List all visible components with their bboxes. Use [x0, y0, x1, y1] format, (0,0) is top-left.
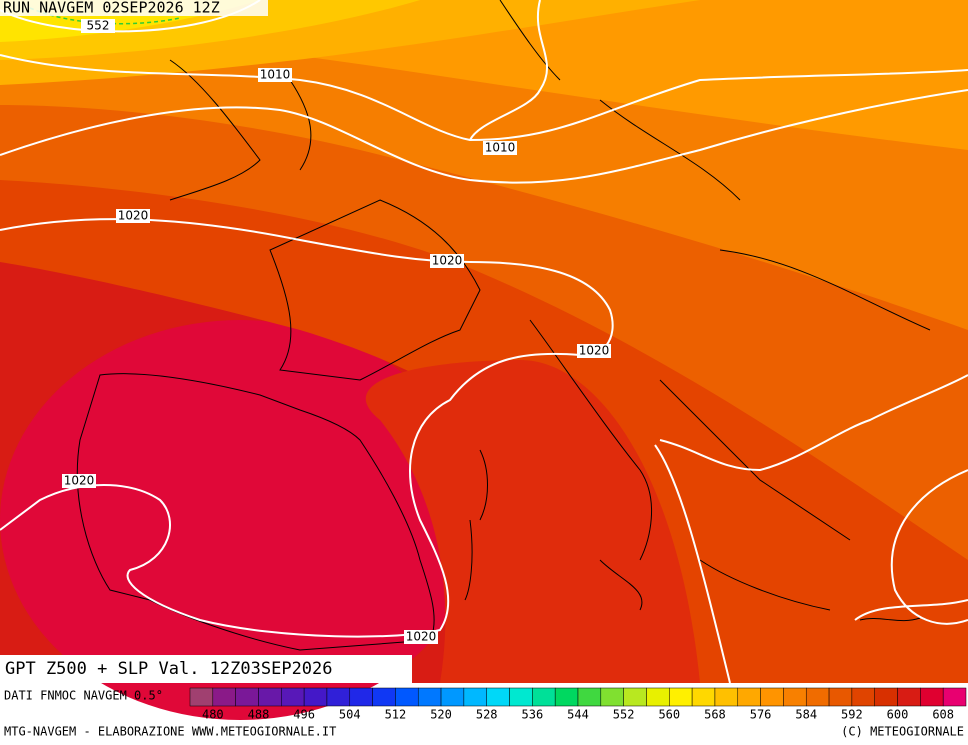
colorbar-label: 608 — [932, 708, 954, 722]
colorbar-swatch — [737, 687, 761, 707]
colorbar-swatch — [920, 687, 944, 707]
colorbar-swatch — [805, 687, 830, 707]
colorbar-label: 592 — [841, 708, 863, 722]
colorbar-swatch — [326, 687, 351, 707]
colorbar-swatch — [760, 687, 784, 707]
colorbar-swatch — [395, 687, 419, 707]
colorbar-swatch — [532, 687, 556, 707]
contour-label: 1020 — [432, 254, 463, 268]
colorbar-label: 480 — [202, 708, 224, 722]
field-band — [365, 360, 700, 683]
colorbar-swatch — [897, 687, 921, 707]
contour-label: 1010 — [485, 141, 516, 155]
colorbar-swatch — [417, 687, 442, 707]
map: 552 1010 1010 1020 1020 1020 1020 1020 RUN NAVG… — [0, 0, 968, 720]
colorbar-swatch — [303, 687, 328, 707]
colorbar-swatch — [235, 687, 259, 707]
colorbar-swatch — [463, 687, 487, 707]
contour-label: 552 — [87, 19, 110, 33]
colorbar-label: 520 — [430, 708, 452, 722]
colorbar-swatch — [281, 687, 305, 707]
colorbar-swatch — [600, 687, 624, 707]
colorbar-swatch — [189, 687, 214, 707]
contour-label: 1020 — [118, 209, 149, 223]
colorbar-label: 576 — [750, 708, 772, 722]
source: DATI FNMOC NAVGEM 0.5° — [4, 689, 163, 703]
isobars — [0, 0, 968, 684]
contour-label-bg — [62, 474, 96, 488]
title: GPT Z500 + SLP Val. 12Z03SEP2026 — [5, 659, 333, 679]
colorbar-swatch — [669, 687, 693, 707]
contour-label-bg — [258, 68, 292, 82]
colorbar-label: 536 — [522, 708, 544, 722]
colorbar-label: 504 — [339, 708, 361, 722]
colorbar-label: 488 — [248, 708, 270, 722]
colorbar-swatch — [486, 687, 510, 707]
colorbar-label: 512 — [385, 708, 407, 722]
colorbar-swatch — [258, 687, 282, 707]
field-core — [0, 320, 480, 720]
colorbar-swatch — [440, 687, 465, 707]
colorbar-label: 544 — [567, 708, 589, 722]
contour-label-bg — [404, 630, 438, 644]
colorbar-swatch — [942, 687, 967, 707]
colorbar-label: 568 — [704, 708, 726, 722]
colorbar-swatch — [509, 687, 533, 707]
colorbar-swatch — [646, 687, 670, 707]
colorbar-label: 584 — [795, 708, 817, 722]
colorbar-label: 560 — [658, 708, 680, 722]
coastlines — [76, 0, 931, 651]
header-bg — [0, 0, 268, 16]
contour-label: 1010 — [260, 68, 291, 82]
colorbar-swatch — [212, 687, 236, 707]
colorbar: 480 488 496 504 512 520 528 536 544 552 560 568 576 5… — [189, 687, 967, 722]
colorbar-swatch — [623, 687, 647, 707]
contour-label: 1020 — [579, 344, 610, 358]
colorbar-swatch — [714, 687, 739, 707]
colorbar-label: 552 — [613, 708, 635, 722]
colorbar-swatch — [554, 687, 579, 707]
colorbar-swatch — [828, 687, 853, 707]
contour-label-bg — [483, 141, 517, 155]
colorbar-swatch — [874, 687, 898, 707]
colorbar-label: 528 — [476, 708, 498, 722]
colorbar-swatch — [349, 687, 373, 707]
contour-label-bg — [116, 209, 150, 223]
footer-right: (C) METEOGIORNALE — [841, 725, 964, 739]
contour-label: 1020 — [64, 474, 95, 488]
title-bg — [0, 655, 412, 683]
colorbar-label: 496 — [293, 708, 315, 722]
contour-label-bg — [430, 254, 464, 268]
contour-labels: 552 1010 1010 1020 1020 1020 1020 1020 — [62, 19, 611, 644]
colorbar-label: 600 — [887, 708, 909, 722]
contour-label-bg — [577, 344, 611, 358]
colorbar-swatch — [577, 687, 602, 707]
colorbar-swatch — [783, 687, 807, 707]
contour-label-bg — [81, 19, 115, 33]
colorbar-swatch — [372, 687, 396, 707]
colorbar-swatch — [851, 687, 875, 707]
contour-label: 1020 — [406, 630, 437, 644]
footer-left: MTG-NAVGEM - ELABORAZIONE WWW.METEOGIORN… — [4, 725, 336, 739]
colorbar-swatch — [691, 687, 716, 707]
header: RUN NAVGEM 02SEP2026 12Z — [3, 0, 220, 17]
